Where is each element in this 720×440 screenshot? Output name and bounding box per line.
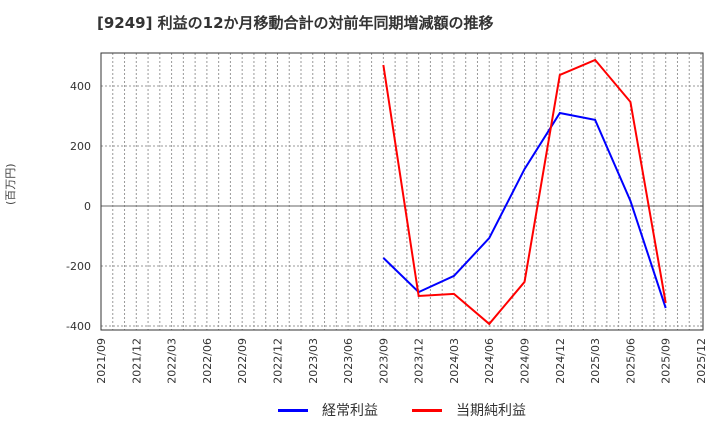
x-tick-label: 2025/03 bbox=[589, 338, 602, 384]
y-tick-label: 200 bbox=[70, 140, 91, 153]
x-tick-label: 2025/06 bbox=[624, 338, 637, 384]
x-tick-label: 2022/09 bbox=[236, 338, 249, 384]
x-tick-label: 2022/03 bbox=[166, 338, 179, 384]
y-tick-label: -200 bbox=[66, 260, 91, 273]
x-tick-label: 2021/12 bbox=[130, 338, 143, 384]
legend-swatch-blue bbox=[278, 408, 308, 412]
x-tick-label: 2024/09 bbox=[519, 338, 532, 384]
x-tick-label: 2022/12 bbox=[271, 338, 284, 384]
legend-swatch-red bbox=[412, 408, 442, 412]
chart-title: [9249] 利益の12か月移動合計の対前年同期増減額の推移 bbox=[97, 14, 494, 32]
x-tick-label: 2025/09 bbox=[660, 338, 673, 384]
legend-item-net-profit: 当期純利益 bbox=[412, 400, 526, 420]
legend-item-ordinary-profit: 経常利益 bbox=[278, 400, 378, 420]
x-tick-label: 2024/12 bbox=[554, 338, 567, 384]
y-tick-label: 0 bbox=[84, 200, 91, 213]
legend: 経常利益 当期純利益 bbox=[278, 400, 560, 420]
x-tick-label: 2021/09 bbox=[95, 338, 108, 384]
x-tick-label: 2024/06 bbox=[483, 338, 496, 384]
x-tick-label: 2023/06 bbox=[342, 338, 355, 384]
series-line bbox=[382, 58, 667, 326]
y-tick-label: -400 bbox=[66, 320, 91, 333]
x-tick-label: 2024/03 bbox=[448, 338, 461, 384]
x-tick-label: 2023/03 bbox=[307, 338, 320, 384]
x-tick-label: 2025/12 bbox=[695, 338, 708, 384]
x-tick-label: 2022/06 bbox=[201, 338, 214, 384]
x-tick-label: 2023/12 bbox=[413, 338, 426, 384]
x-tick-label: 2023/09 bbox=[377, 338, 390, 384]
legend-label: 経常利益 bbox=[322, 403, 378, 419]
series-line bbox=[382, 111, 667, 309]
y-tick-label: 400 bbox=[70, 80, 91, 93]
legend-label: 当期純利益 bbox=[456, 403, 526, 419]
